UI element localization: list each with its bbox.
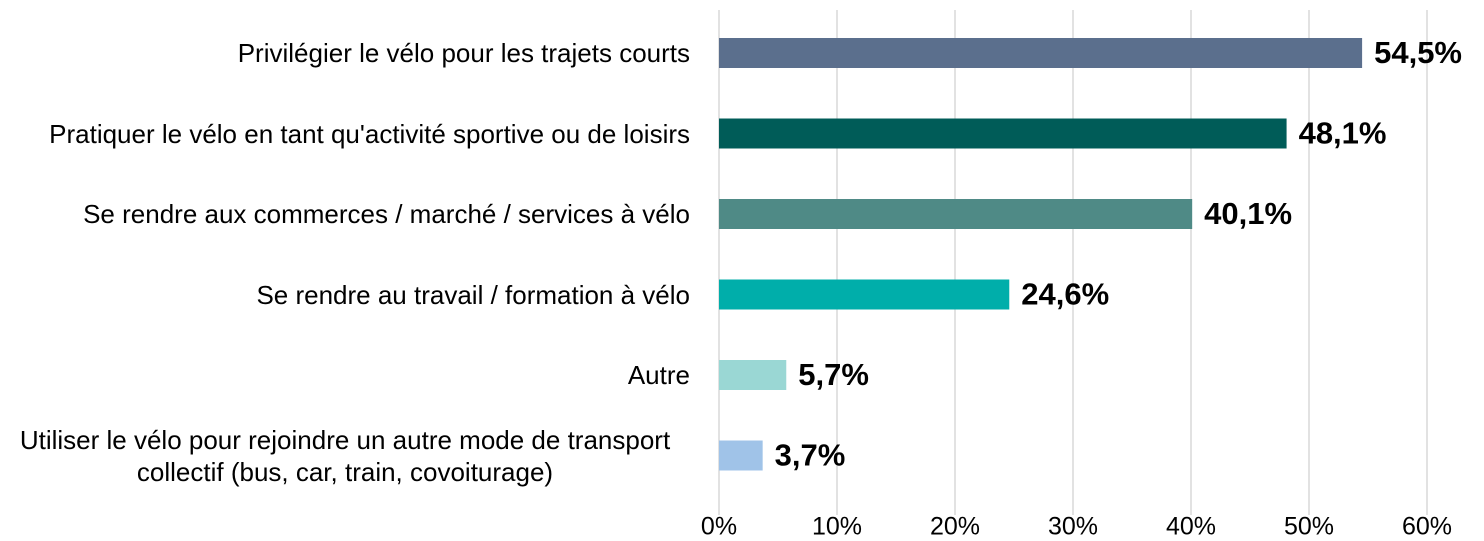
y-tick-label: Se rendre aux commerces / marché / servi… (83, 198, 690, 230)
bar (719, 118, 1287, 149)
category-text: Privilégier le vélo pour les trajets cou… (237, 38, 690, 68)
x-tick-label: 60% (1402, 513, 1452, 541)
x-tick-label: 20% (930, 513, 980, 541)
value-label: 24,6% (1021, 277, 1109, 312)
x-tick-label: 30% (1048, 513, 1098, 541)
bar (719, 360, 787, 390)
category-text: Se rendre au travail / formation à vélo (256, 279, 690, 310)
category-text: Pratiquer le vélo en tant qu'activité sp… (49, 118, 690, 149)
y-tick-label: Privilégier le vélo pour les trajets cou… (238, 37, 690, 69)
x-tick-label: 40% (1166, 513, 1216, 541)
bar (719, 440, 763, 471)
category-text: Se rendre aux commerces / marché / servi… (83, 199, 690, 229)
bar (719, 38, 1363, 68)
value-label: 5,7% (798, 357, 869, 392)
category-text: Utiliser le vélo pour rejoindre un autre… (19, 424, 671, 487)
y-tick-label: Se rendre au travail / formation à vélo (256, 279, 690, 311)
y-tick-label: Utiliser le vélo pour rejoindre un autre… (0, 424, 690, 488)
x-tick-label: 10% (812, 513, 862, 541)
x-tick-label: 50% (1284, 513, 1334, 541)
x-tick-label: 0% (701, 513, 737, 541)
bar (719, 279, 1010, 310)
value-label: 54,5% (1374, 35, 1462, 70)
value-label: 40,1% (1204, 196, 1292, 231)
value-label: 3,7% (775, 438, 846, 473)
category-text: Autre (627, 360, 690, 390)
bar (719, 199, 1193, 229)
value-label: 48,1% (1299, 116, 1387, 151)
y-tick-label: Autre (628, 359, 690, 391)
y-tick-label: Pratiquer le vélo en tant qu'activité sp… (49, 118, 690, 150)
